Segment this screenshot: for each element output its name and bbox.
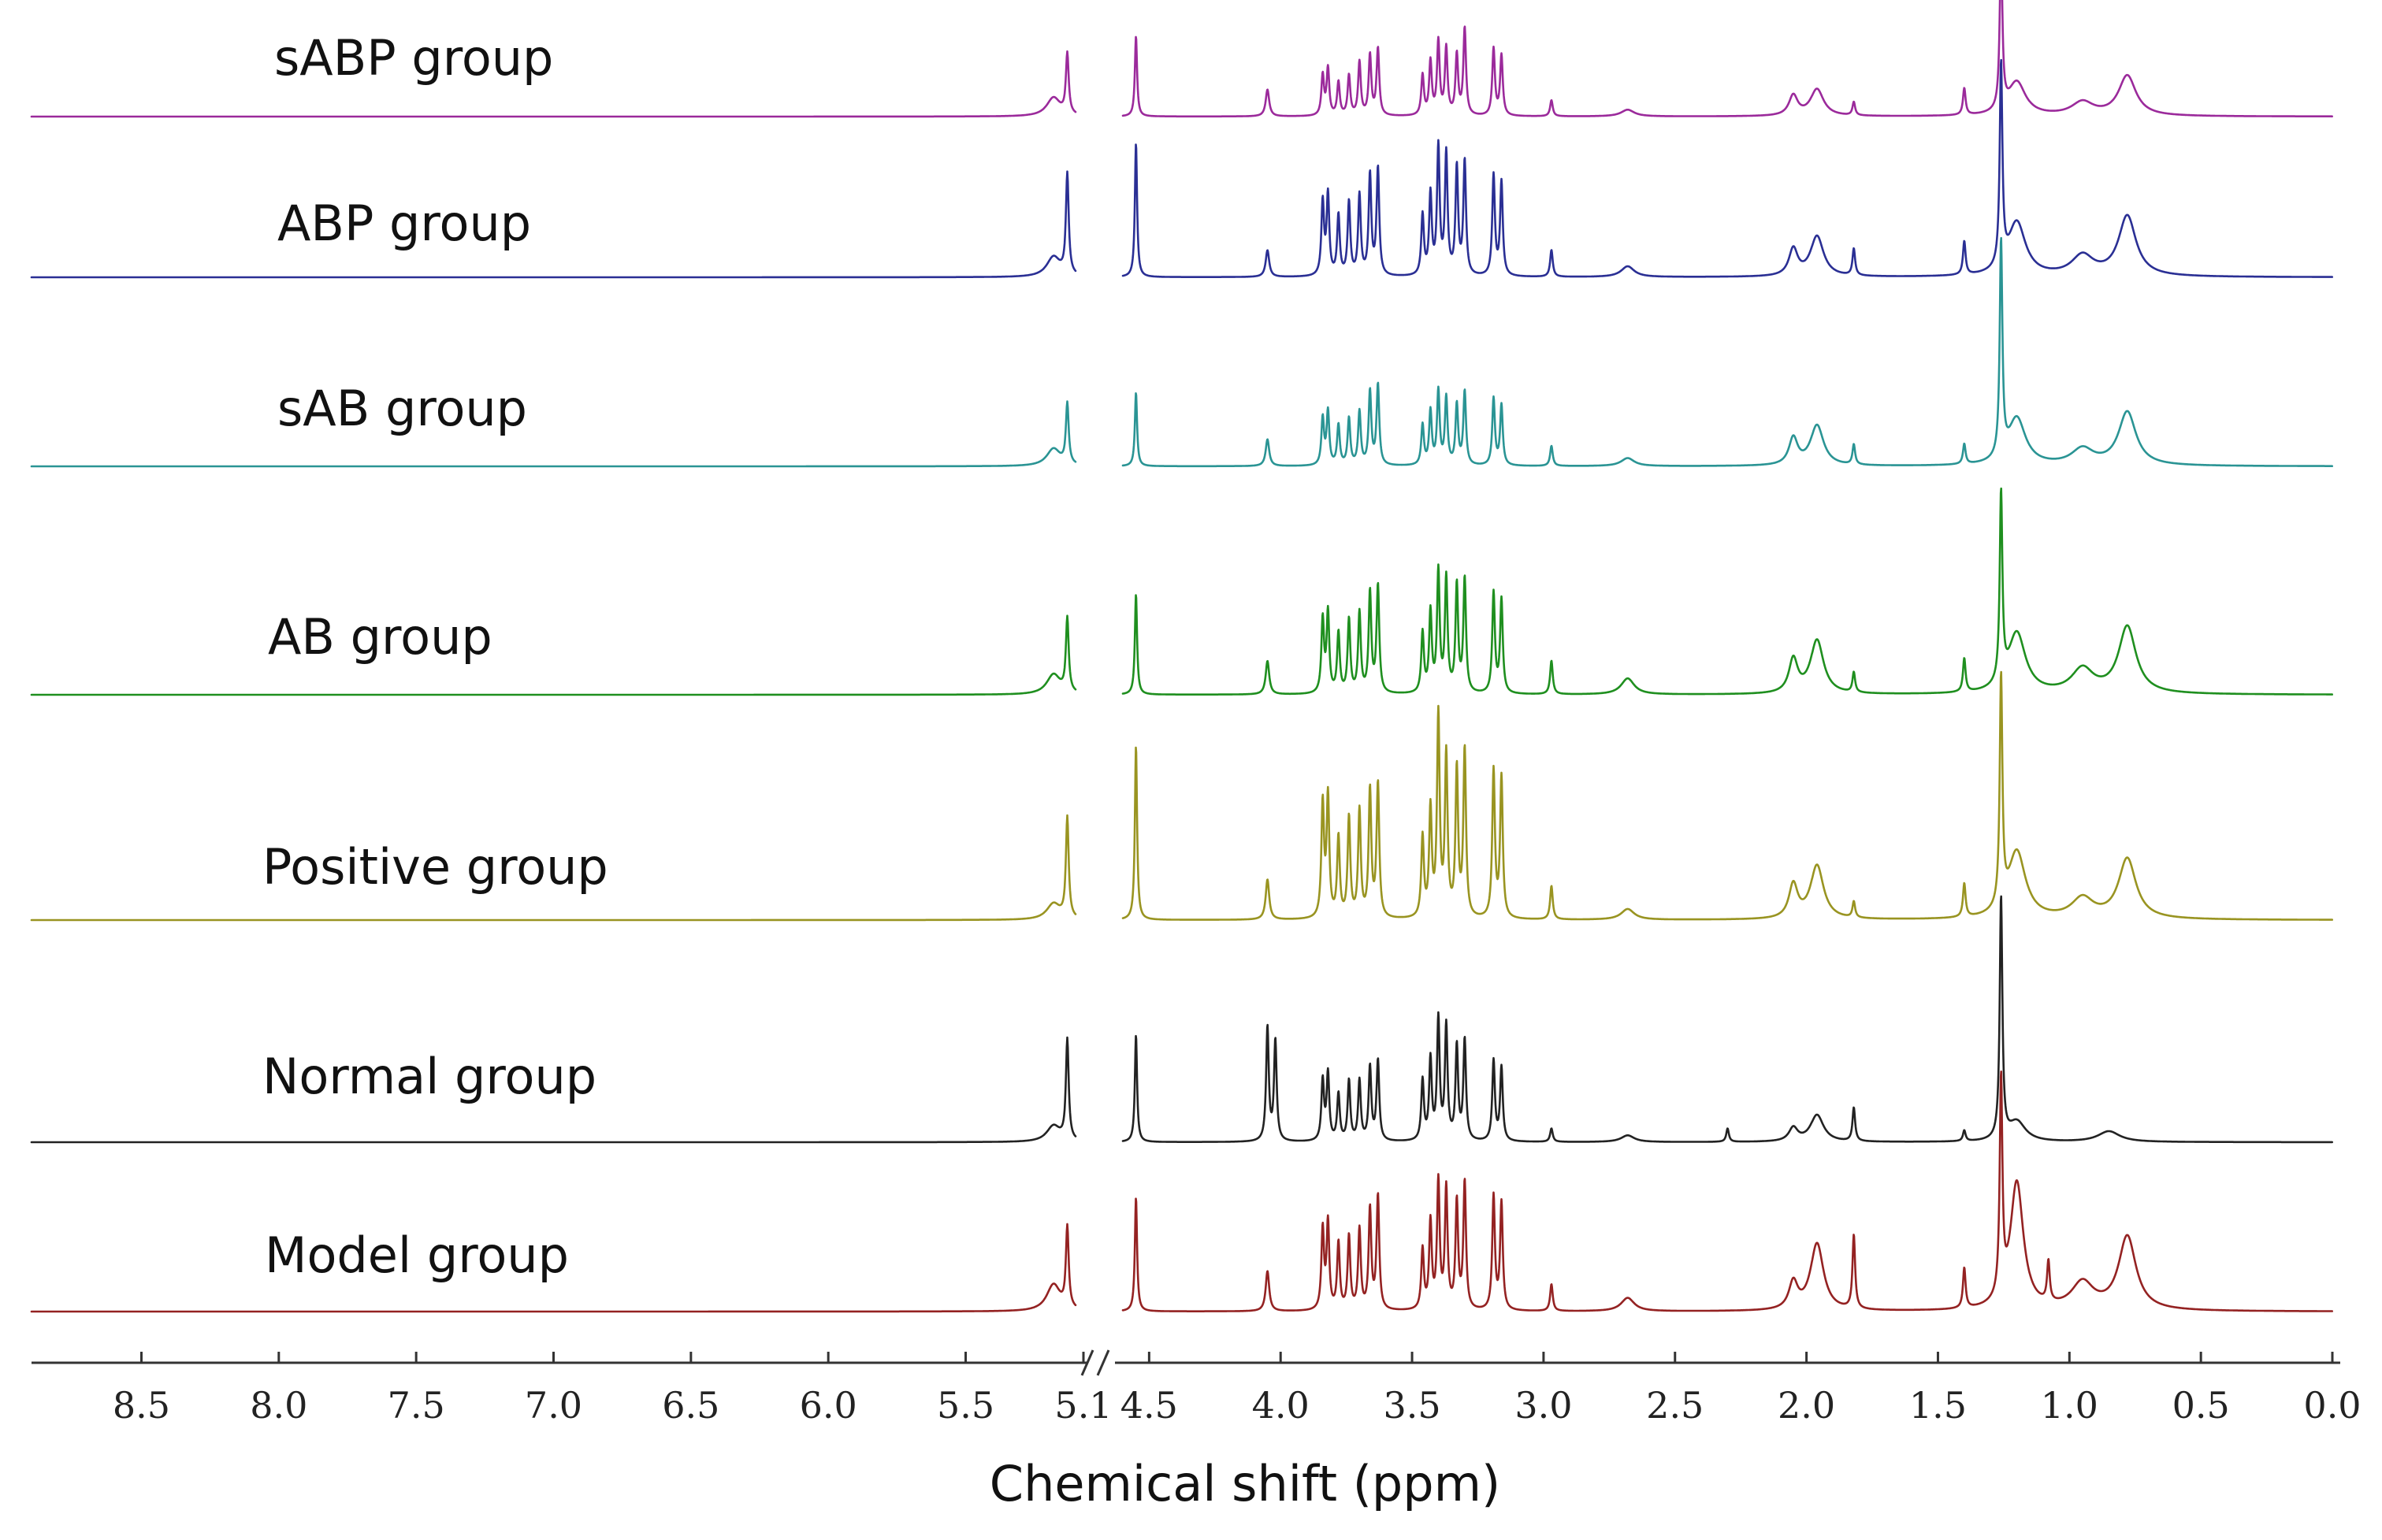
x-tick-label: 5.1: [1054, 1384, 1112, 1427]
sabp-group-label: sABP group: [274, 29, 553, 87]
x-tick-label: 1.0: [2041, 1384, 2098, 1427]
abp-group-trace-right: [1121, 58, 2333, 278]
positive-group-label: Positive group: [262, 838, 608, 896]
normal-group-label: Normal group: [262, 1048, 596, 1105]
x-tick-label: 3.0: [1514, 1384, 1572, 1427]
spectra-traces: [30, 0, 2333, 1313]
x-tick-label: 7.5: [388, 1384, 445, 1427]
model-group-label: Model group: [265, 1226, 569, 1284]
x-tick-label: 3.5: [1383, 1384, 1440, 1427]
abp-group-label: ABP group: [277, 195, 531, 252]
positive-group-trace-right: [1121, 670, 2333, 921]
sab-group-trace-right: [1121, 236, 2333, 468]
x-tick-label: 8.5: [113, 1384, 170, 1427]
sabp-group-trace-left: [30, 50, 1077, 118]
x-axis-title: Chemical shift (ppm): [990, 1455, 1500, 1512]
x-tick-label: 1.5: [1909, 1384, 1967, 1427]
normal-group-trace-left: [30, 1036, 1077, 1144]
ab-group-trace-left: [30, 614, 1077, 696]
normal-group-trace-right: [1121, 895, 2333, 1144]
sab-group-label: sAB group: [277, 380, 527, 437]
sab-group-trace-left: [30, 400, 1077, 468]
x-tick-label: 4.5: [1120, 1384, 1178, 1427]
series-labels: sABP group ABP group sAB group AB group Posi…: [262, 29, 608, 1284]
axis-break-mark: [1096, 1349, 1110, 1376]
sabp-group-trace-right: [1121, 0, 2333, 118]
model-group-trace-right: [1121, 1071, 2333, 1312]
x-tick-label: 5.5: [937, 1384, 994, 1427]
x-tick-label: 6.0: [800, 1384, 857, 1427]
x-tick-label: 0.5: [2172, 1384, 2230, 1427]
x-tick-label: 8.0: [250, 1384, 307, 1427]
x-tick-label: 0.0: [2303, 1384, 2361, 1427]
abp-group-trace-left: [30, 170, 1077, 279]
x-tick-label: 6.5: [662, 1384, 719, 1427]
x-axis: 8.5 8.0 7.5 7.0 6.5 6.0 5.5 5.1 4.5 4.0 3.5 3.0 2.5 2…: [32, 1349, 2362, 1427]
x-tick-label: 2.5: [1646, 1384, 1704, 1427]
ab-group-label: AB group: [268, 608, 492, 666]
x-tick-label: 4.0: [1252, 1384, 1310, 1427]
ab-group-trace-right: [1121, 487, 2333, 696]
axis-break-mark: [1080, 1349, 1094, 1376]
x-tick-label: 2.0: [1778, 1384, 1835, 1427]
model-group-trace-left: [30, 1223, 1077, 1313]
positive-group-trace-left: [30, 814, 1077, 922]
x-tick-label: 7.0: [525, 1384, 582, 1427]
